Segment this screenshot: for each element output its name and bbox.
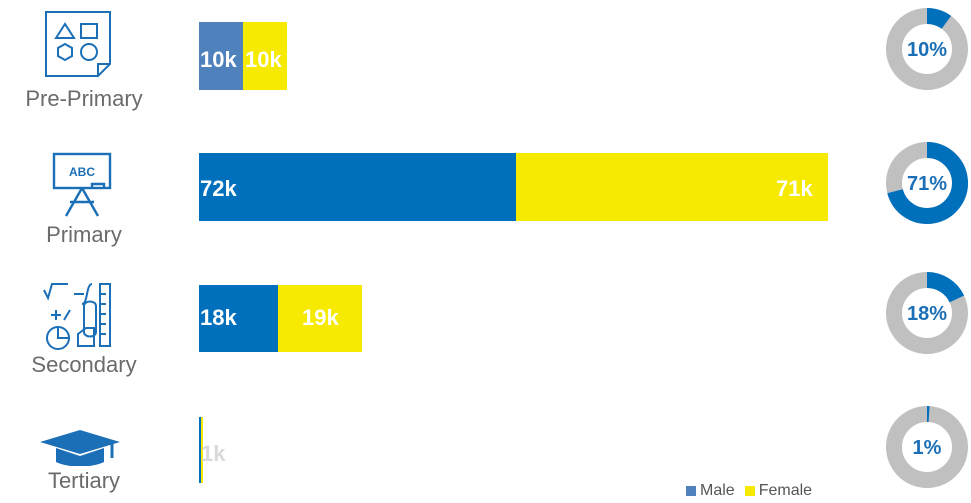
- bar-female-pre-primary: [243, 22, 287, 90]
- donut-arc: [926, 8, 952, 30]
- bar-male-primary: [199, 153, 516, 221]
- bar-male-tertiary: [199, 417, 201, 483]
- level-label-pre-primary: Pre-Primary: [25, 86, 143, 111]
- graduation-cap-icon: [40, 430, 120, 466]
- level-label-primary: Primary: [46, 222, 122, 247]
- svg-text:ABC: ABC: [69, 165, 95, 179]
- level-label-secondary: Secondary: [31, 352, 137, 377]
- donut-percent-label: 71%: [907, 173, 947, 195]
- donut-pre-primary: 10%: [886, 8, 968, 90]
- bar-label-female-pre-primary: 10k: [245, 47, 282, 72]
- math-tools-icon: [43, 283, 111, 350]
- bar-female-tertiary: [201, 417, 203, 483]
- bar-male-pre-primary: [199, 22, 243, 90]
- legend-label-male: Male: [700, 482, 735, 499]
- donut-arc: [926, 272, 965, 303]
- bar-female-primary: [516, 153, 828, 221]
- bar-label-male-pre-primary: 10k: [200, 47, 237, 72]
- legend-swatch-female: [744, 486, 755, 496]
- bar-male-secondary: [199, 285, 278, 352]
- donut-percent-label: 10%: [907, 39, 947, 61]
- donut-percent-label: 18%: [907, 303, 947, 325]
- bar-label-female-primary: 71k: [776, 176, 813, 201]
- donut-tertiary: 1%: [886, 406, 968, 488]
- legend-swatch-male: [686, 486, 696, 496]
- donut-primary: 71%: [886, 142, 968, 224]
- bar-label-female-tertiary: 1k: [201, 441, 226, 466]
- shapes-icon: [45, 11, 111, 77]
- blackboard-icon: ABC: [52, 152, 112, 217]
- bar-label-male-primary: 72k: [200, 176, 237, 201]
- level-label-tertiary: Tertiary: [47, 468, 121, 493]
- legend-label-female: Female: [758, 482, 813, 499]
- donut-secondary: 18%: [886, 272, 968, 354]
- donut-arc: [887, 142, 968, 224]
- bar-label-female-secondary: 19k: [302, 305, 339, 330]
- donut-percent-label: 1%: [913, 437, 942, 459]
- bar-female-secondary: [278, 285, 362, 352]
- bar-label-male-secondary: 18k: [200, 305, 237, 330]
- chart-legend: Male Female: [686, 482, 812, 500]
